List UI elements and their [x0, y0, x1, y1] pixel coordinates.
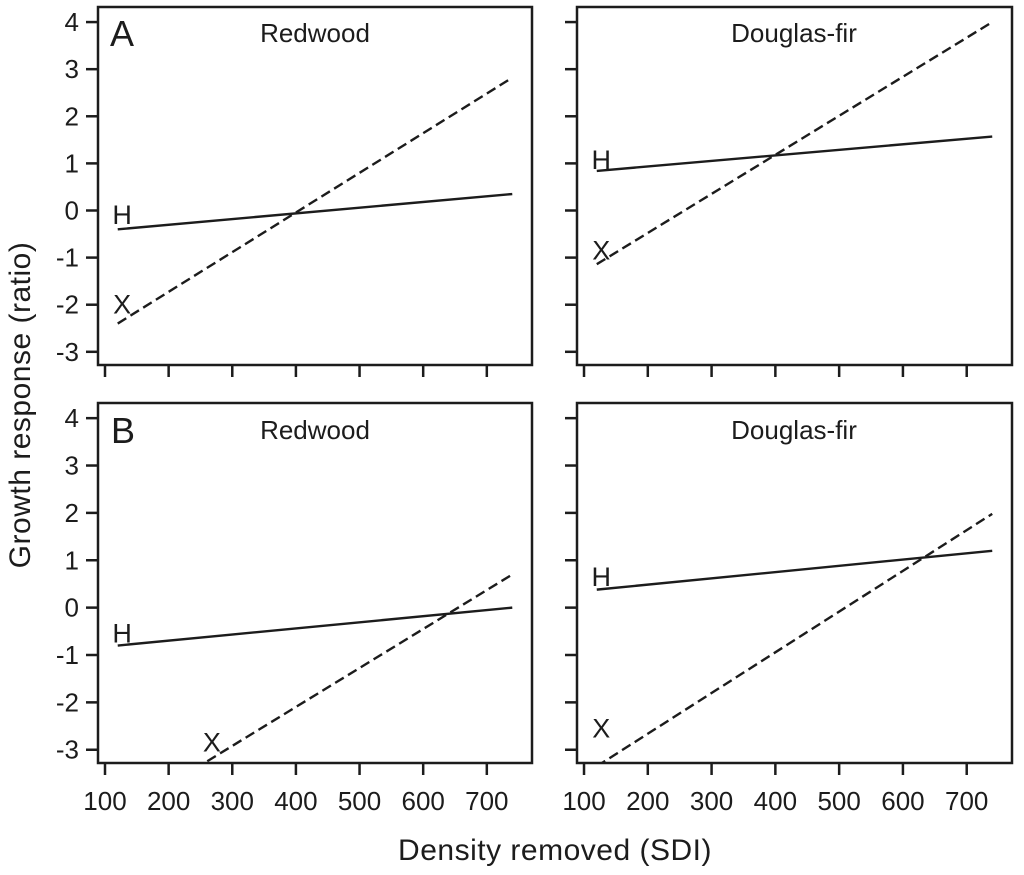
y-tick-label: 1: [65, 545, 79, 575]
y-tick-label: 0: [65, 593, 79, 623]
x-tick-label: 200: [147, 786, 190, 816]
x-tick-label: 100: [83, 786, 126, 816]
plot-box: [575, 5, 1014, 367]
panel-b-redwood: 100 200 300 400 500 600 700 4 3 2 1 0 -1 -2 -3 H X: [56, 401, 534, 816]
y-tick-label: -2: [56, 290, 79, 320]
x-tick-label: 200: [626, 786, 669, 816]
x-tick-label: 600: [881, 786, 924, 816]
panel-title-b-redwood: Redwood: [260, 415, 370, 445]
y-tick-label: 1: [65, 148, 79, 178]
x-tick-label: 600: [401, 786, 444, 816]
series-line-x: [202, 573, 513, 763]
x-tick-label: 400: [274, 786, 317, 816]
y-tick-label: 2: [65, 498, 79, 528]
y-tick-label: -1: [56, 243, 79, 273]
series-line-x: [596, 21, 993, 266]
y-tick-label: 3: [65, 54, 79, 84]
series-label-x: X: [113, 290, 131, 320]
panel-a-redwood: 4 3 2 1 0 -1 -2 -3 H X: [56, 5, 534, 377]
y-tick-label: 4: [65, 403, 79, 433]
series-line-h: [117, 192, 513, 231]
series-line-h: [596, 549, 993, 591]
x-tick-label: 300: [690, 786, 733, 816]
series-line-x: [599, 512, 993, 763]
y-tick-label: -1: [56, 640, 79, 670]
panel-douglas-fir: HX: [565, 5, 1014, 377]
plot-box: [96, 401, 534, 765]
series-label-h: H: [591, 562, 611, 592]
series-label-x: X: [203, 728, 221, 758]
series-line-x: [117, 76, 513, 325]
y-tick-label: 0: [65, 195, 79, 225]
y-axis-label: Growth response (ratio): [4, 241, 37, 569]
x-tick-label: 100: [562, 786, 605, 816]
x-tick-label: 400: [754, 786, 797, 816]
series-label-h: H: [112, 619, 132, 649]
x-tick-label: 300: [211, 786, 254, 816]
x-tick-label: 700: [465, 786, 508, 816]
plot-box: [96, 5, 534, 367]
y-tick-label: 4: [65, 7, 79, 37]
x-tick-label: 500: [338, 786, 381, 816]
x-axis-label: Density removed (SDI): [398, 834, 712, 867]
series-label-x: X: [592, 236, 610, 266]
panel-title-a-douglas-fir: Douglas-fir: [731, 18, 857, 48]
y-tick-label: -2: [56, 687, 79, 717]
panel-letter-b: B: [110, 410, 136, 451]
y-tick-label: 3: [65, 451, 79, 481]
x-tick-label: 700: [945, 786, 988, 816]
y-tick-label: -3: [56, 735, 79, 765]
series-line-h: [596, 135, 993, 173]
x-tick-label: 500: [817, 786, 860, 816]
panel-douglas-fir: 100 200 300 400 500 600 700 H X: [562, 401, 1014, 816]
y-tick-label: 2: [65, 101, 79, 131]
series-line-h: [117, 606, 513, 647]
panel-title-a-redwood: Redwood: [260, 18, 370, 48]
series-label-h: H: [112, 200, 132, 230]
series-label-x: X: [592, 713, 610, 743]
y-tick-label: -3: [56, 337, 79, 367]
panel-title-b-douglas-fir: Douglas-fir: [731, 415, 857, 445]
plot-box: [575, 401, 1014, 765]
panel-letter-a: A: [109, 13, 135, 54]
series-label-h: H: [591, 145, 611, 175]
